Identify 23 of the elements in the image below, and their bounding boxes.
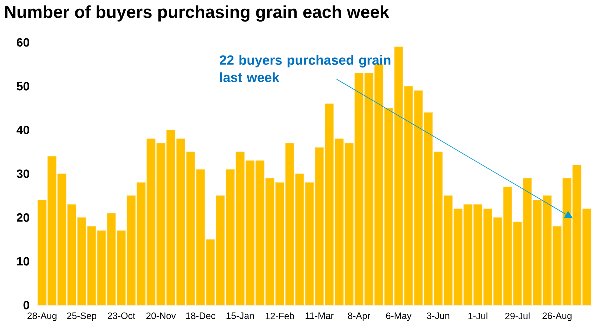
x-tick-label: 26-Aug [542,312,572,322]
x-tick-label: 29-Jul [505,312,530,320]
x-tick-label: 12-Feb [266,312,294,320]
chart-title: Number of buyers purchasing grain each week [5,6,390,22]
x-tick-label: 15-Jan [226,312,254,320]
x-tick-label: 1-Jul [468,312,488,320]
x-tick-label: 6-May [386,312,412,322]
x-tick-label: 18-Dec [186,312,216,320]
x-tick-label: 11-Mar [306,312,334,320]
x-tick-label: 25-Sep [67,312,97,322]
y-tick-label: 20 [17,214,30,222]
x-tick-label: 3-Jun [427,312,450,320]
y-tick-label: 40 [16,126,30,134]
x-tick-label: 23-Oct [108,312,136,320]
y-tick-label: 60 [17,38,30,47]
y-tick-label: 30 [16,170,30,178]
annotation: 22 buyers purchased grain last week [220,55,391,82]
y-tick-label: 10 [17,257,30,266]
y-tick-label: 0 [24,301,30,310]
x-tick-label: 8-Apr [348,312,370,322]
y-tick-label: 50 [16,82,30,91]
x-tick-label: 28-Aug [28,312,57,322]
x-tick-label: 20-Nov [146,312,176,320]
